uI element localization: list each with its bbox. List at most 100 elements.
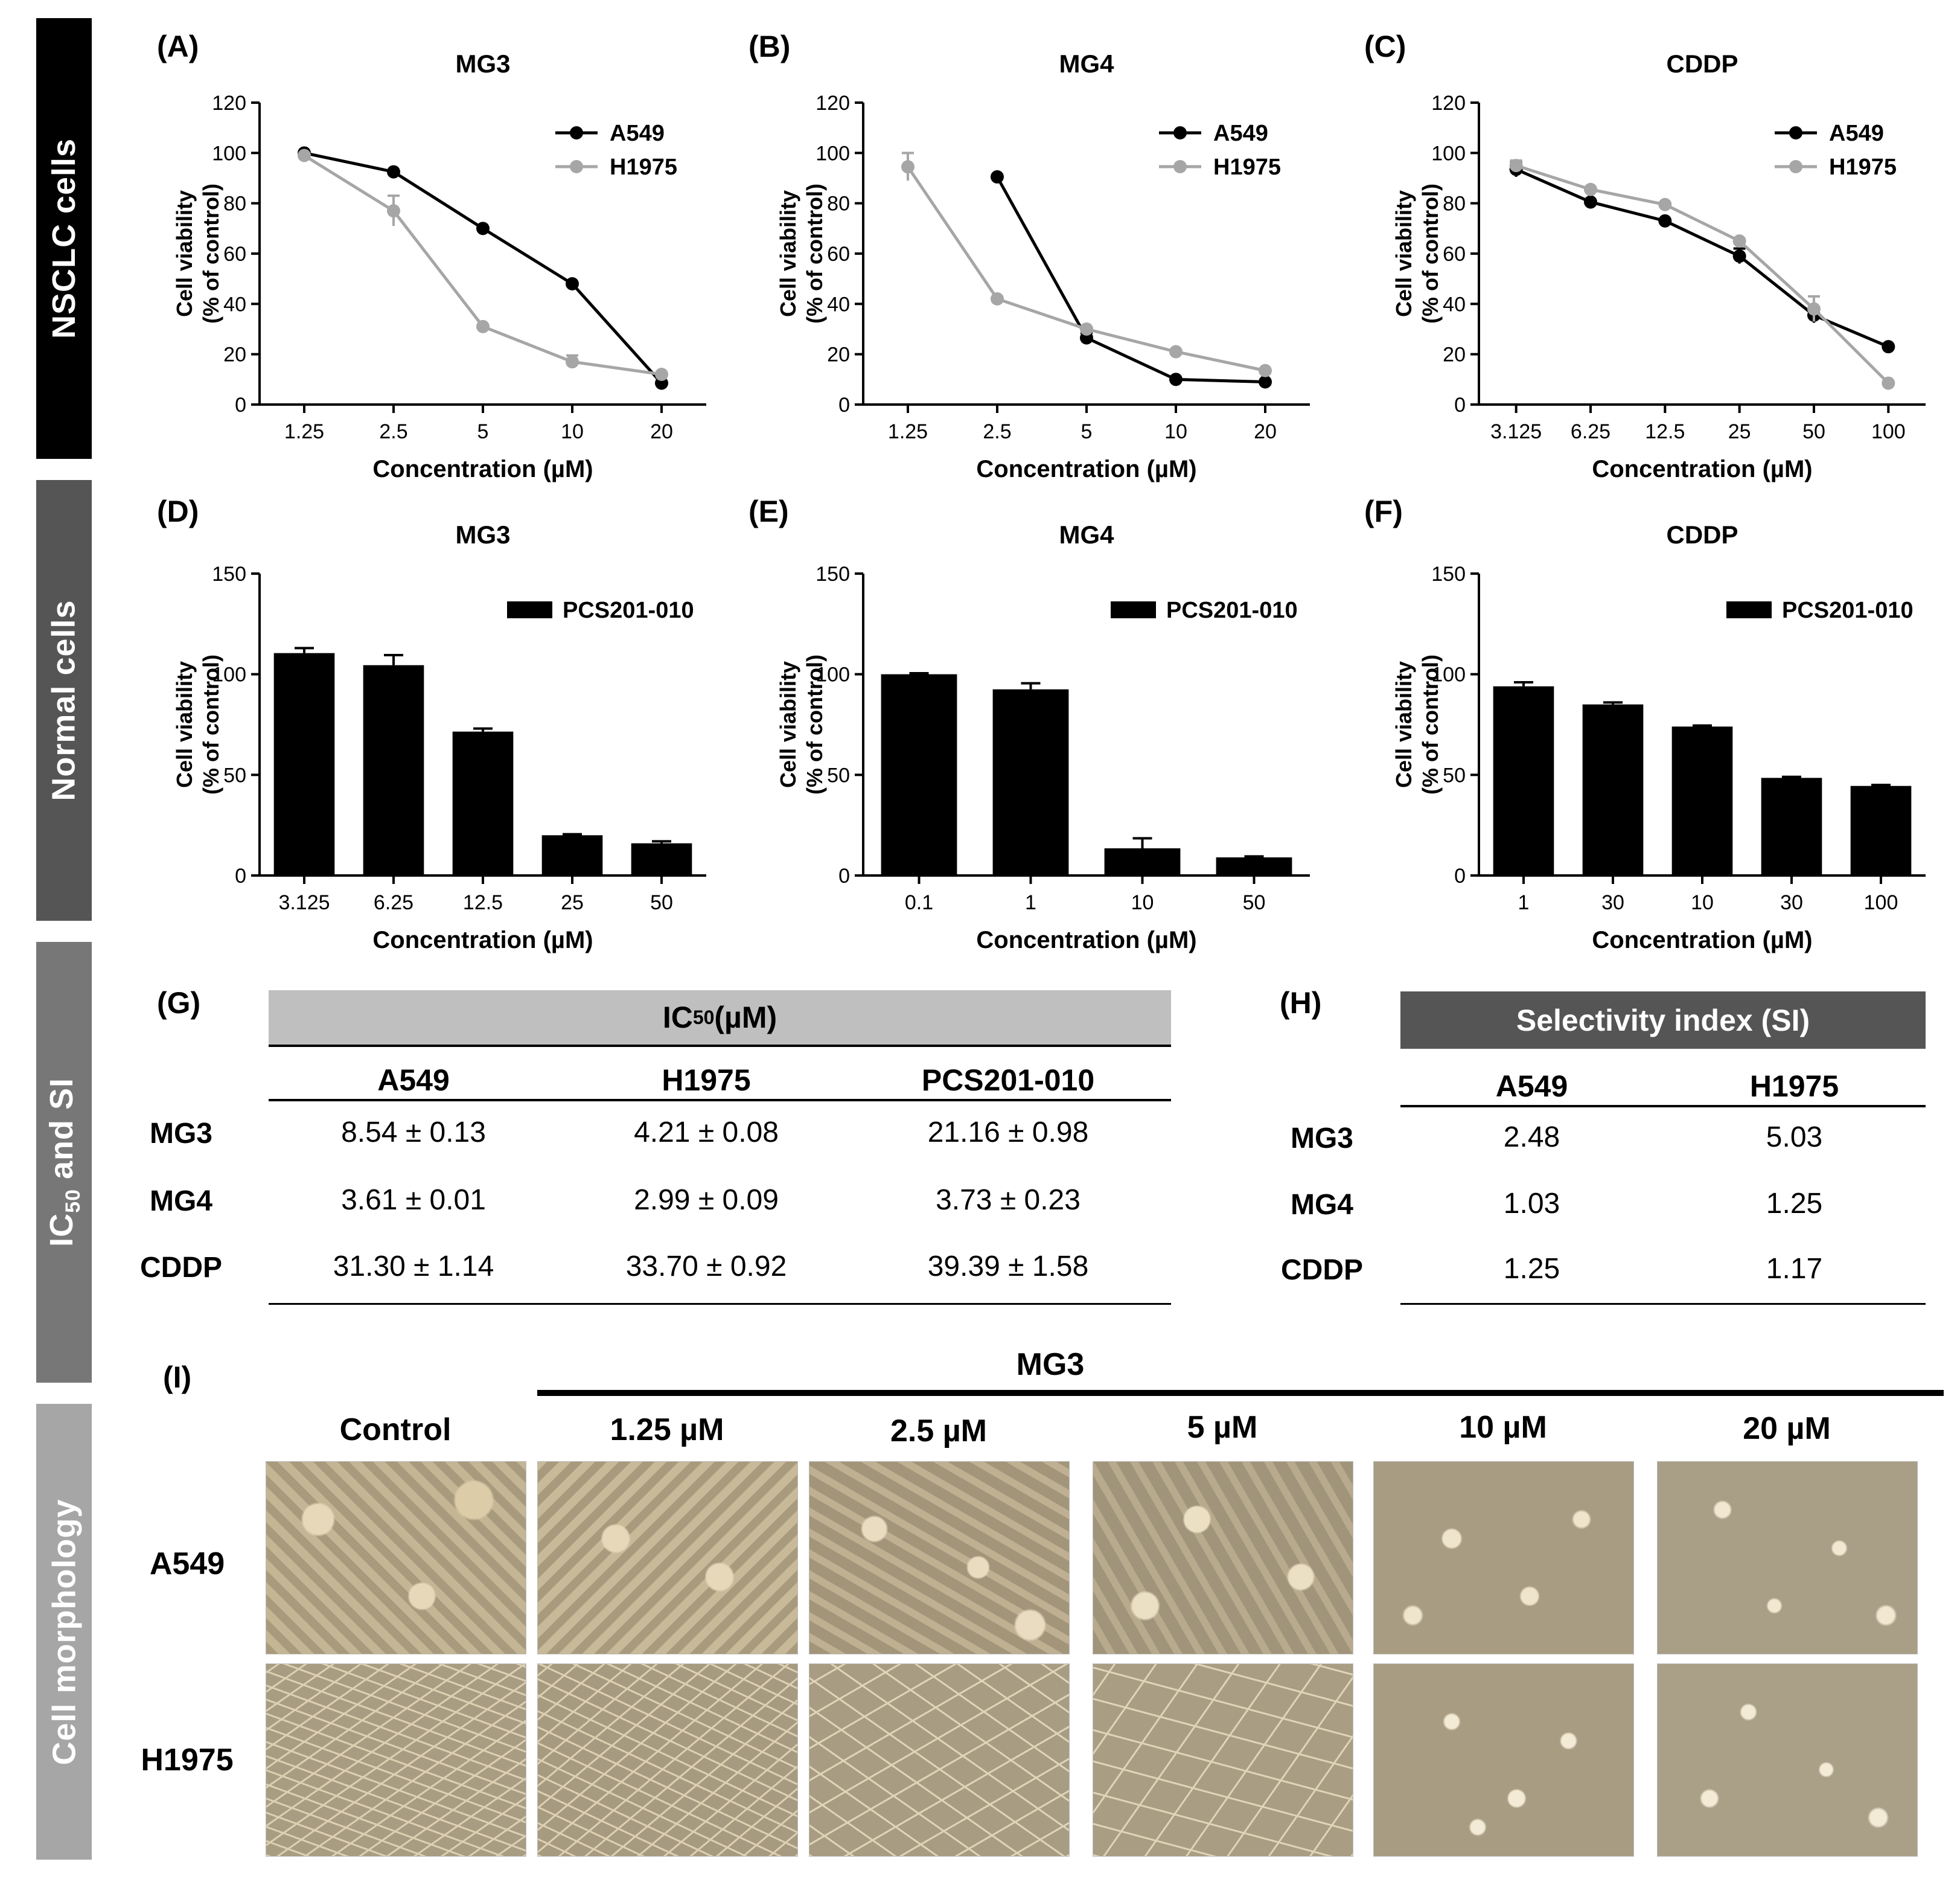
panel-label-d: (D) [157, 495, 199, 528]
y-axis-label: Cell viability [776, 661, 800, 788]
micrograph-a549-10 [1373, 1461, 1634, 1654]
ic50-cell: 4.21 ± 0.08 [634, 1116, 779, 1148]
legend-marker [1173, 126, 1187, 139]
micrograph-a549-1-25 [537, 1461, 798, 1654]
panel-label-f: (F) [1364, 495, 1403, 528]
y-tick-label: 0 [1454, 865, 1466, 888]
si-column-rule [1400, 1105, 1926, 1107]
bar [452, 731, 514, 875]
morphology-col-20: 20 µM [1743, 1411, 1831, 1446]
panel-label-g: (G) [157, 986, 201, 1020]
x-tick-label: 0.1 [905, 891, 933, 914]
x-tick-label: 3.125 [1490, 420, 1542, 443]
y-tick-label: 50 [827, 764, 850, 787]
si-table: (H) Selectivity index (SI) A549 H1975 MG… [1243, 978, 1938, 1316]
y-tick-label: 20 [223, 344, 246, 367]
x-tick-label: 2.5 [983, 420, 1011, 443]
micrograph-a549-control [266, 1461, 526, 1654]
chart-a-svg: MG3 0 20 40 60 80 100 120 1.25 2.5 5 10 20 Concentrat… [172, 50, 706, 482]
micrograph-h1975-20 [1657, 1663, 1918, 1857]
data-point-h1975 [1169, 345, 1183, 359]
x-tick-label: 6.25 [374, 891, 413, 914]
y-axis-label-unit: (% of control) [199, 184, 223, 324]
morphology-panel: (I) MG3 Control 1.25 µM 2.5 µM 5 µM 10 µ… [121, 1346, 1944, 1866]
sidebar-cell-morphology: Cell morphology [36, 1404, 92, 1860]
y-axis-label: Cell viability [172, 661, 197, 788]
sidebar-morphology-label: Cell morphology [46, 1498, 83, 1765]
ic50-cell: 39.39 ± 1.58 [927, 1250, 1089, 1282]
si-row-label: MG3 [1290, 1122, 1353, 1154]
data-point-h1975 [1882, 376, 1895, 390]
legend-label: PCS201-010 [1166, 598, 1298, 623]
micrograph-a549-20 [1657, 1461, 1918, 1654]
bar [992, 689, 1069, 875]
ic50-cell: 2.99 ± 0.09 [634, 1184, 779, 1216]
y-tick-label: 100 [1431, 142, 1466, 165]
legend-label: H1975 [1213, 155, 1281, 180]
y-tick-label: 80 [1443, 193, 1466, 216]
ic50-cell: 3.61 ± 0.01 [341, 1184, 486, 1216]
data-point-h1975 [1584, 182, 1597, 196]
x-tick-label: 20 [650, 420, 673, 443]
micrograph-h1975-2-5 [809, 1663, 1070, 1857]
bar [1761, 778, 1822, 875]
y-axis-label-unit: (% of control) [1418, 184, 1443, 324]
x-tick-label: 10 [1131, 891, 1154, 914]
x-tick-label: 25 [1728, 420, 1751, 443]
chart-title: MG4 [1059, 50, 1114, 78]
series-line-a549 [1515, 168, 1889, 348]
data-point-a549 [1882, 340, 1895, 354]
sidebar-ic50-label: IC50 and SI [43, 1078, 85, 1247]
chart-title: CDDP [1666, 50, 1738, 78]
data-point-h1975 [1732, 234, 1746, 248]
data-point-a549 [476, 222, 490, 235]
y-tick-label: 120 [816, 92, 850, 115]
ic50-row-label: MG3 [149, 1118, 212, 1150]
x-tick-label: 50 [650, 891, 673, 914]
y-axis-label-unit: (% of control) [199, 655, 223, 795]
x-tick-label: 6.25 [1571, 420, 1610, 443]
si-title: Selectivity index (SI) [1400, 991, 1926, 1049]
legend-marker [570, 160, 583, 173]
ic50-bottom-rule [269, 1303, 1171, 1305]
x-tick-label: 5 [477, 420, 489, 443]
si-cell: 1.25 [1766, 1188, 1823, 1220]
data-point-a549 [1169, 373, 1183, 386]
chart-panel-b: (B) MG4 0 20 40 60 80 100 120 1.25 2.5 5 10 20 Concen… [749, 18, 1328, 483]
micrograph-a549-5 [1093, 1461, 1353, 1654]
y-tick-label: 0 [838, 394, 850, 417]
legend-marker [1789, 126, 1802, 139]
bar [273, 653, 335, 875]
bar [1850, 786, 1912, 875]
ic50-header-rule [269, 1045, 1171, 1047]
y-tick-label: 60 [827, 243, 850, 266]
micrograph-h1975-10 [1373, 1663, 1634, 1857]
si-row-label: CDDP [1280, 1254, 1363, 1286]
si-cell: 2.48 [1503, 1121, 1560, 1153]
data-point-h1975 [991, 292, 1004, 306]
x-tick-label: 1 [1518, 891, 1530, 914]
x-axis-label: Concentration (µM) [1592, 927, 1812, 953]
x-tick-label: 1 [1025, 891, 1036, 914]
x-axis-label: Concentration (µM) [372, 456, 593, 482]
si-row-label: MG4 [1290, 1189, 1353, 1221]
legend-marker [1173, 160, 1187, 173]
x-tick-label: 30 [1780, 891, 1803, 914]
y-tick-label: 80 [827, 193, 850, 216]
bar [541, 835, 603, 875]
legend-marker [570, 126, 583, 139]
micrograph-h1975-control [266, 1663, 526, 1857]
chart-title: MG3 [455, 50, 510, 78]
y-tick-label: 100 [1431, 664, 1466, 687]
morphology-treatment-bar [537, 1390, 1944, 1396]
bar [881, 674, 957, 875]
chart-b-svg: MG4 0 20 40 60 80 100 120 1.25 2.5 5 10 20 Concentrat… [776, 50, 1310, 482]
data-point-a549 [1259, 375, 1272, 389]
y-axis-label-unit: (% of control) [802, 655, 827, 795]
ic50-cell: 3.73 ± 0.23 [936, 1184, 1081, 1216]
panel-label-e: (E) [749, 495, 789, 528]
legend-swatch [507, 601, 552, 618]
si-col-a549: A549 [1495, 1069, 1568, 1103]
sidebar-ic50-si: IC50 and SI [36, 942, 92, 1383]
y-tick-label: 0 [235, 394, 246, 417]
